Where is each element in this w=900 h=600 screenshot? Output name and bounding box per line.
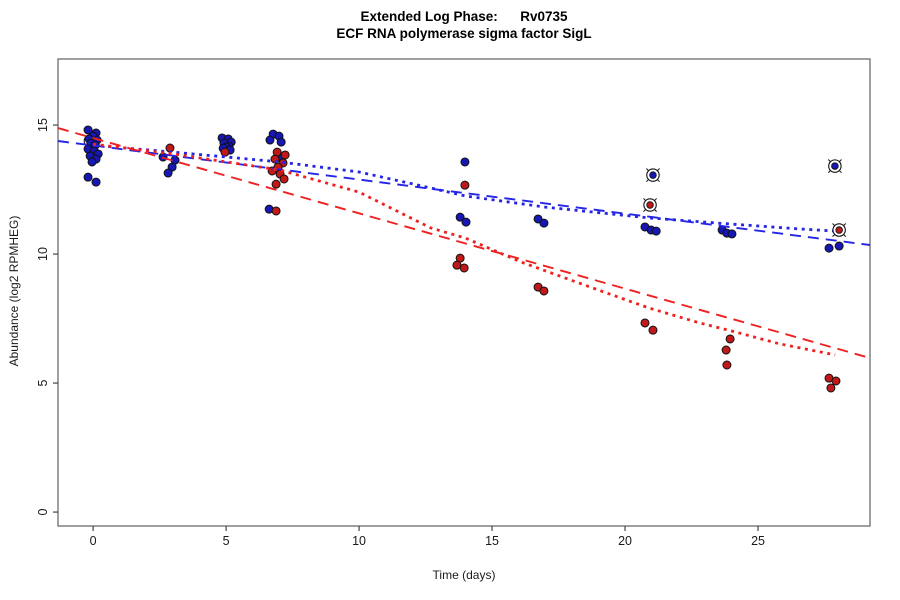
y-tick-label: 15 xyxy=(36,118,50,132)
x-tick-label: 5 xyxy=(223,534,230,548)
data-point-red xyxy=(460,180,470,190)
blue-loess-fit-line xyxy=(92,143,836,233)
plot-box xyxy=(57,58,871,527)
data-point-red xyxy=(725,334,735,344)
data-point-red xyxy=(280,150,290,160)
data-point-red xyxy=(271,206,281,216)
x-tick-label: 15 xyxy=(485,534,499,548)
data-point-red xyxy=(640,318,650,328)
x-tick-label: 25 xyxy=(751,534,765,548)
data-point-red xyxy=(721,345,731,355)
data-point-blue xyxy=(163,168,173,178)
data-point-blue xyxy=(276,137,286,147)
y-tick-label: 0 xyxy=(36,509,50,516)
chart-subtitle: ECF RNA polymerase sigma factor SigL xyxy=(336,26,592,41)
y-tick-label: 10 xyxy=(36,247,50,261)
data-point-blue xyxy=(461,217,471,227)
red-linear-fit-line xyxy=(57,127,871,359)
data-point-blue xyxy=(539,218,549,228)
data-point-red xyxy=(539,286,549,296)
data-point-red xyxy=(831,376,841,386)
chart-title: Extended Log Phase: Rv0735 xyxy=(360,9,568,24)
y-axis-label: Abundance (log2 RPMHEG) xyxy=(7,215,21,367)
data-point-red xyxy=(279,174,289,184)
outlier-dot-red xyxy=(835,226,843,234)
data-point-blue xyxy=(824,243,834,253)
data-point-blue xyxy=(460,157,470,167)
data-point-blue xyxy=(87,157,97,167)
data-point-blue xyxy=(834,241,844,251)
x-tick-label: 10 xyxy=(352,534,366,548)
data-point-blue xyxy=(727,229,737,239)
x-tick-label: 0 xyxy=(90,534,97,548)
y-tick-label: 5 xyxy=(36,380,50,387)
data-point-red xyxy=(826,383,836,393)
data-point-blue xyxy=(83,172,93,182)
data-point-blue xyxy=(265,135,275,145)
data-point-red xyxy=(459,263,469,273)
data-point-red xyxy=(648,325,658,335)
x-tick-label: 20 xyxy=(618,534,632,548)
data-point-red xyxy=(220,147,230,157)
data-point-blue xyxy=(455,212,465,222)
outlier-dot-blue xyxy=(831,162,839,170)
x-axis-label: Time (days) xyxy=(432,568,496,582)
data-point-blue xyxy=(651,226,661,236)
data-point-red xyxy=(271,179,281,189)
data-point-blue xyxy=(91,177,101,187)
blue-linear-fit-line xyxy=(57,140,871,246)
outlier-dot-red xyxy=(646,201,654,209)
outlier-dot-blue xyxy=(649,171,657,179)
data-point-blue xyxy=(83,125,93,135)
data-point-red xyxy=(722,360,732,370)
red-loess-fit-line xyxy=(92,142,836,357)
title-block: Extended Log Phase: Rv0735 ECF RNA polym… xyxy=(58,8,870,42)
